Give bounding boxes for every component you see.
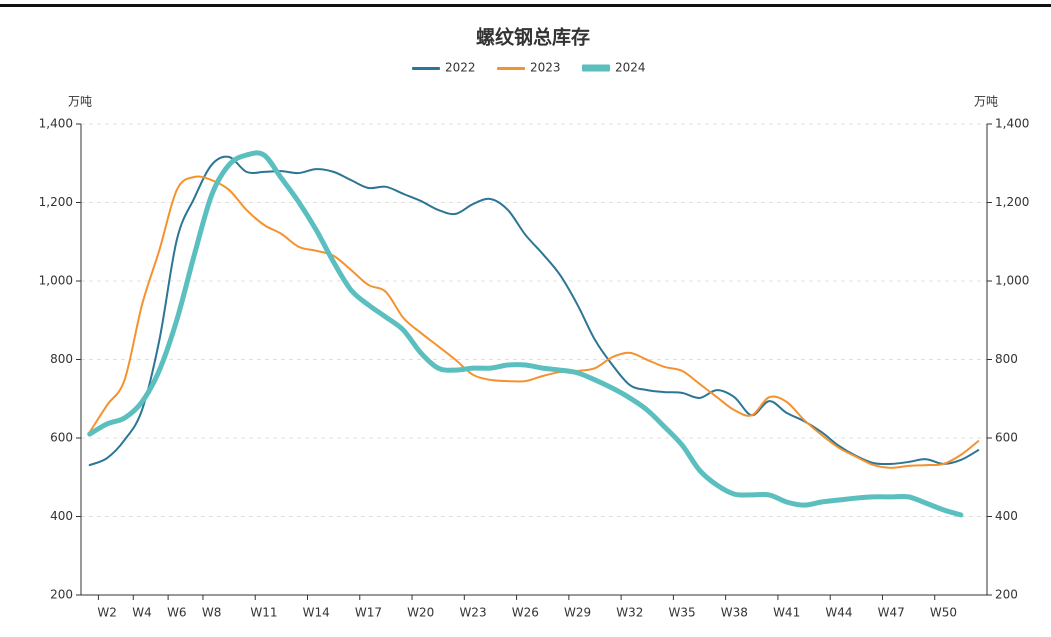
- legend-label: 2024: [615, 61, 646, 75]
- y2-tick-label: 600: [995, 431, 1018, 445]
- legend-icon: [412, 67, 440, 70]
- y-tick-label: 1,000: [39, 274, 73, 288]
- x-tick-label: W38: [721, 606, 748, 620]
- y-axis-label: 万吨: [68, 95, 92, 109]
- x-tick-label: W44: [825, 606, 852, 620]
- y-tick-label: 1,200: [39, 195, 73, 209]
- series-line: [88, 155, 980, 467]
- legend-icon: [582, 64, 610, 72]
- x-tick-label: W20: [407, 606, 434, 620]
- x-tick-label: W2: [97, 606, 117, 620]
- x-tick-label: W32: [616, 606, 643, 620]
- x-tick-label: W41: [773, 606, 800, 620]
- x-tick-label: W17: [355, 606, 382, 620]
- chart-title: 螺纹钢总库存: [476, 26, 590, 49]
- x-tick-label: W50: [930, 606, 957, 620]
- x-tick-label: W6: [167, 606, 187, 620]
- y2-tick-label: 1,200: [995, 195, 1029, 209]
- x-tick-label: W47: [878, 606, 905, 620]
- x-tick-label: W23: [459, 606, 486, 620]
- x-tick-label: W29: [564, 606, 591, 620]
- y2-tick-label: 1,000: [995, 274, 1029, 288]
- x-tick-label: W4: [132, 606, 152, 620]
- y-tick-label: 400: [50, 509, 73, 523]
- y-tick-label: 600: [50, 431, 73, 445]
- y2-tick-label: 400: [995, 509, 1018, 523]
- y2-tick-label: 800: [995, 352, 1018, 366]
- y-tick-label: 1,400: [39, 117, 73, 131]
- x-tick-label: W8: [202, 606, 222, 620]
- y2-axis-label: 万吨: [974, 95, 998, 109]
- top-bar: [0, 4, 1051, 7]
- legend-label: 2022: [445, 61, 476, 75]
- y-tick-label: 800: [50, 352, 73, 366]
- x-tick-label: W35: [669, 606, 696, 620]
- legend-label: 2023: [530, 61, 561, 75]
- x-tick-label: W11: [250, 606, 277, 620]
- legend-icon: [497, 67, 525, 70]
- y2-tick-label: 200: [995, 588, 1018, 602]
- x-tick-label: W26: [512, 606, 539, 620]
- y2-tick-label: 1,400: [995, 117, 1029, 131]
- series-line: [87, 150, 964, 518]
- series-line: [88, 175, 980, 469]
- y-tick-label: 200: [50, 588, 73, 602]
- x-tick-label: W14: [303, 606, 330, 620]
